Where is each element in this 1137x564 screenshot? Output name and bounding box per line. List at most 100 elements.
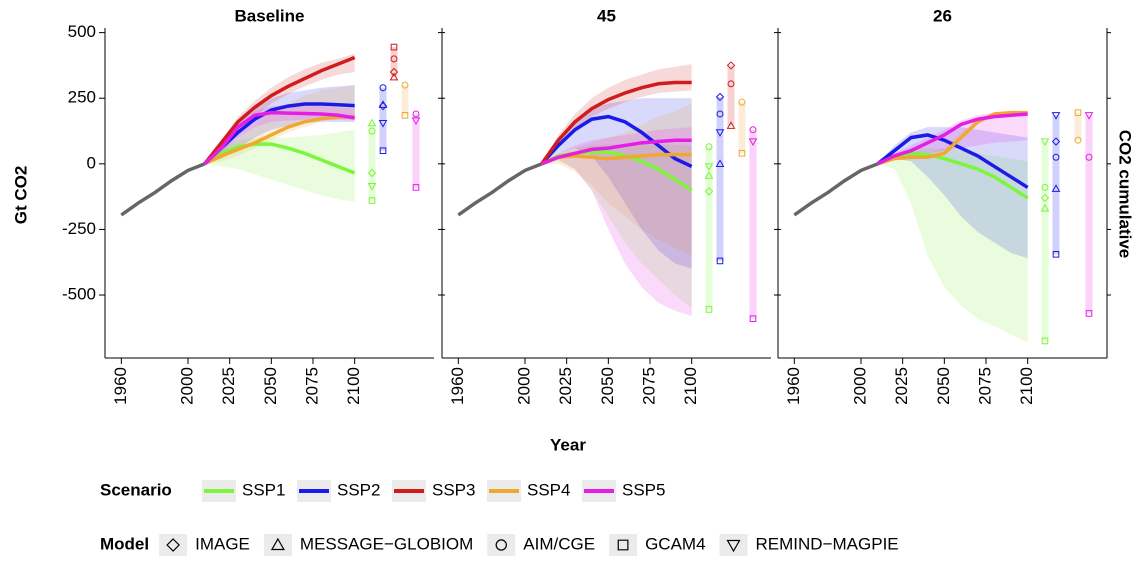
model-marker: [367, 118, 377, 127]
scenario-line: [877, 110, 1028, 166]
model-marker: [1040, 203, 1050, 212]
model-marker: [1040, 193, 1050, 203]
model-marker: [379, 84, 387, 92]
y-tick-label: -500: [62, 285, 96, 304]
legend-label: SSP2: [337, 480, 380, 499]
model-marker: [367, 183, 377, 191]
range-band: [204, 53, 355, 164]
model-marker: [390, 43, 398, 51]
legend-key: [487, 534, 516, 556]
model-marker: [726, 61, 736, 70]
scenario-line: [203, 142, 356, 175]
model-marker: [738, 150, 746, 157]
model-marker: [715, 129, 725, 137]
model-marker: [715, 92, 725, 102]
x-tick-label: 2100: [1017, 367, 1036, 405]
legend-label: IMAGE: [195, 534, 250, 553]
model-marker: [411, 117, 421, 126]
model-range: [368, 123, 376, 201]
model-marker: [748, 138, 758, 147]
legend-label: GCAM4: [645, 534, 705, 553]
model-marker: [1085, 153, 1093, 161]
scenario-line: [540, 114, 693, 169]
model-marker: [749, 126, 757, 134]
model-marker: [401, 81, 409, 89]
x-tick-label: 1960: [111, 367, 130, 405]
x-tick-label: 2000: [850, 367, 869, 405]
legend-label: SSP5: [622, 480, 665, 499]
model-marker: [705, 143, 713, 151]
legend-title: Scenario: [100, 480, 172, 499]
x-tick-label: 2075: [639, 367, 658, 405]
model-marker: [367, 168, 377, 178]
legend-label: SSP3: [432, 480, 475, 499]
legend-key: [159, 534, 188, 556]
model-marker: [389, 72, 399, 81]
model-range: [1085, 115, 1093, 314]
y-axis-label: Gt CO2: [11, 166, 30, 225]
scenario-line: [203, 110, 355, 166]
model-marker: [705, 306, 713, 313]
x-tick-label: 1960: [784, 367, 803, 405]
model-range: [749, 129, 757, 319]
x-tick-label: 2025: [556, 367, 575, 405]
scenario-line: [541, 138, 692, 166]
model-range: [727, 65, 735, 126]
model-marker: [1051, 137, 1061, 146]
model-marker: [1041, 337, 1049, 345]
model-range: [716, 96, 724, 261]
model-marker: [716, 110, 724, 118]
model-marker: [715, 159, 725, 167]
x-tick-label: 2050: [934, 367, 953, 405]
legend-title: Model: [100, 534, 149, 553]
model-marker: [727, 80, 735, 88]
legend-key: [719, 534, 748, 556]
x-tick-label: 2075: [975, 367, 994, 405]
legend-label: REMIND−MAGPIE: [756, 534, 899, 553]
x-tick-label: 2100: [344, 367, 363, 405]
model-marker: [1074, 136, 1082, 144]
panel-title: 45: [597, 6, 616, 25]
legend-label: MESSAGE−GLOBIOM: [300, 534, 473, 553]
range-band: [541, 64, 692, 164]
model-range: [738, 102, 746, 154]
model-range: [705, 146, 713, 310]
model-marker: [749, 315, 757, 322]
range-band: [877, 148, 1028, 343]
legend-label: SSP4: [527, 480, 570, 499]
x-tick-label: 2050: [598, 367, 617, 405]
model-marker: [368, 197, 376, 204]
x-tick-label: 2050: [261, 367, 280, 405]
model-marker: [412, 110, 420, 118]
model-range: [401, 85, 409, 116]
model-marker: [726, 121, 736, 129]
legend-key: [263, 534, 292, 556]
model-marker: [1085, 310, 1093, 317]
legend-shape: [495, 539, 507, 551]
x-tick-label: 2025: [892, 367, 911, 405]
scenario-line: [876, 112, 1028, 166]
panel-title: 26: [933, 6, 952, 25]
legend-shape: [166, 538, 180, 552]
model-marker: [390, 55, 398, 63]
model-marker: [378, 100, 388, 108]
model-marker: [1052, 251, 1060, 258]
legend-label: AIM/CGE: [523, 534, 595, 553]
y-tick-label: 500: [68, 22, 96, 41]
model-marker: [1084, 112, 1094, 120]
x-tick-label: 2000: [514, 367, 533, 405]
y-tick-label: -250: [62, 219, 96, 238]
x-tick-label: 1960: [448, 367, 467, 405]
y-tick-label: 0: [87, 153, 96, 172]
legend-shape: [270, 537, 285, 551]
model-range: [379, 87, 387, 151]
range-band: [541, 127, 692, 317]
model-marker: [704, 187, 714, 196]
model-range: [1074, 112, 1082, 141]
scenario-line: [540, 80, 692, 165]
model-marker: [1051, 184, 1061, 192]
model-marker: [378, 120, 388, 128]
legend-label: SSP1: [242, 480, 285, 499]
model-marker: [1041, 183, 1049, 192]
